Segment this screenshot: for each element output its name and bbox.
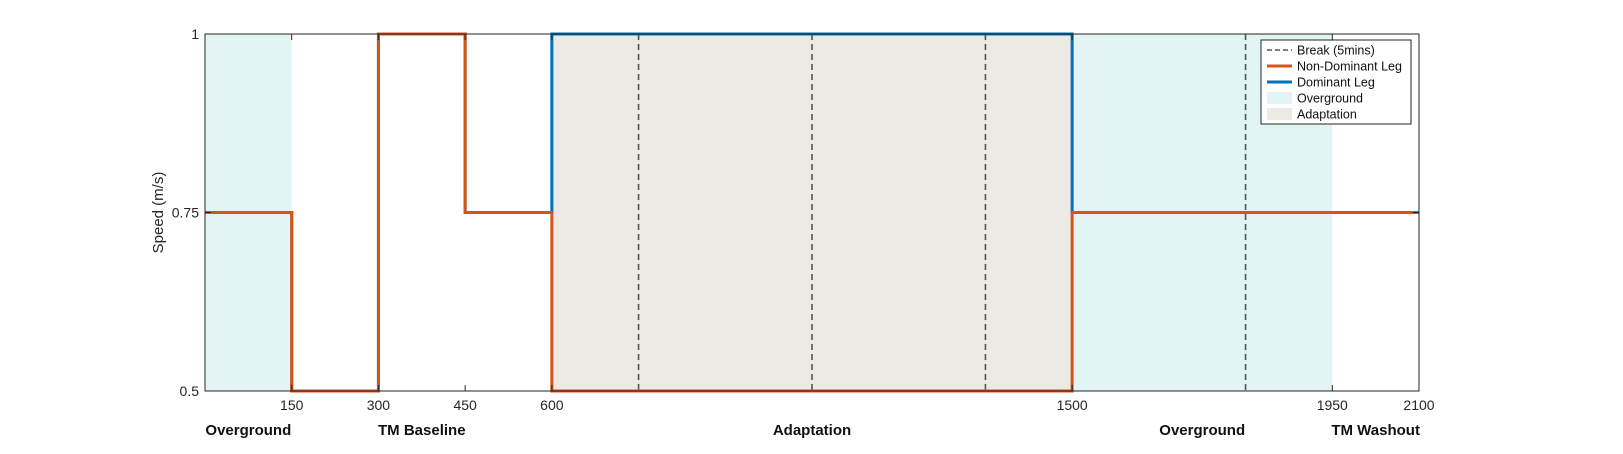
shaded-region-adaptation [551, 34, 1073, 391]
legend-label: Non-Dominant Leg [1297, 60, 1402, 74]
x-tick-label: 450 [453, 397, 477, 413]
phase-label: TM Washout [1331, 422, 1420, 439]
phase-labels: Overground TM Baseline Adaptation Overgroun… [205, 422, 1420, 439]
x-tick-label: 1950 [1317, 397, 1348, 413]
x-tick-label: 150 [280, 397, 304, 413]
phase-label: Overground [1159, 422, 1245, 439]
legend: Break (5mins) Non-Dominant Leg Dominant Le… [1260, 39, 1412, 125]
y-tick-label: 0.5 [180, 383, 200, 399]
y-tick-label: 0.75 [172, 205, 199, 221]
legend-label: Break (5mins) [1297, 44, 1375, 58]
x-tick-label: 600 [540, 397, 564, 413]
phase-label: TM Baseline [378, 422, 466, 439]
legend-swatch-overground [1267, 92, 1292, 104]
axis-ticks: 150 300 450 600 1500 1950 2100 0.5 0.75 1 [172, 26, 1435, 413]
legend-label: Overground [1297, 92, 1363, 106]
non-dominant-leg-line [205, 32, 1419, 393]
x-tick-label: 1500 [1057, 397, 1088, 413]
legend-label: Dominant Leg [1297, 76, 1375, 90]
legend-label: Adaptation [1297, 108, 1357, 122]
legend-swatch-adaptation [1267, 108, 1292, 120]
y-axis-label: Speed (m/s) [150, 172, 167, 254]
x-tick-label: 300 [367, 397, 391, 413]
series-lines [205, 32, 1419, 393]
phase-label: Adaptation [773, 422, 851, 439]
phase-label: Overground [205, 422, 291, 439]
x-tick-label: 2100 [1403, 397, 1434, 413]
y-tick-label: 1 [191, 26, 199, 42]
